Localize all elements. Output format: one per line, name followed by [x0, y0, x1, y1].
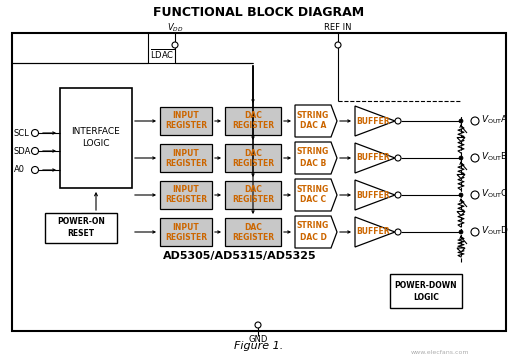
Circle shape: [471, 191, 479, 199]
Circle shape: [471, 228, 479, 236]
Text: BUFFER: BUFFER: [356, 117, 390, 126]
Bar: [225, 144, 281, 172]
Text: $V_{\rm OUT}$C: $V_{\rm OUT}$C: [481, 188, 509, 200]
Polygon shape: [295, 105, 337, 137]
Polygon shape: [457, 212, 465, 216]
Text: DAC: DAC: [244, 148, 262, 158]
Text: SDA: SDA: [14, 147, 31, 155]
Circle shape: [172, 42, 178, 48]
Polygon shape: [355, 143, 395, 173]
Text: REGISTER: REGISTER: [165, 159, 207, 167]
Text: www.elecfans.com: www.elecfans.com: [411, 351, 469, 355]
Circle shape: [471, 117, 479, 125]
Text: INPUT: INPUT: [173, 223, 199, 232]
Circle shape: [32, 167, 38, 174]
Bar: [225, 181, 281, 209]
Text: POWER-DOWN: POWER-DOWN: [394, 281, 457, 290]
Polygon shape: [457, 175, 465, 179]
Polygon shape: [295, 216, 337, 248]
Bar: [160, 107, 212, 135]
Text: DAC B: DAC B: [300, 159, 326, 167]
Polygon shape: [355, 180, 395, 210]
Text: GND: GND: [248, 335, 268, 344]
Text: REGISTER: REGISTER: [165, 122, 207, 131]
Circle shape: [459, 230, 463, 234]
Text: INPUT: INPUT: [173, 185, 199, 195]
Text: REGISTER: REGISTER: [232, 232, 274, 241]
Polygon shape: [457, 248, 465, 252]
Bar: [160, 181, 212, 209]
Text: REGISTER: REGISTER: [165, 196, 207, 204]
Text: BUFFER: BUFFER: [356, 228, 390, 237]
Text: INPUT: INPUT: [173, 148, 199, 158]
Text: $V_{\rm OUT}$A: $V_{\rm OUT}$A: [481, 114, 509, 126]
Text: STRING: STRING: [297, 184, 329, 193]
Circle shape: [395, 118, 401, 124]
Text: REGISTER: REGISTER: [232, 122, 274, 131]
Bar: [225, 218, 281, 246]
Circle shape: [395, 155, 401, 161]
Text: STRING: STRING: [297, 221, 329, 231]
Circle shape: [32, 130, 38, 136]
Text: SCL: SCL: [14, 129, 30, 138]
Bar: [225, 107, 281, 135]
Polygon shape: [295, 179, 337, 211]
Polygon shape: [355, 106, 395, 136]
Circle shape: [32, 147, 38, 155]
Text: INTERFACE: INTERFACE: [72, 127, 120, 136]
Text: DAC A: DAC A: [300, 122, 326, 131]
Text: REF IN: REF IN: [324, 24, 352, 33]
Text: $V_{\rm OUT}$B: $V_{\rm OUT}$B: [481, 151, 508, 163]
Bar: [45, 213, 117, 243]
Text: FUNCTIONAL BLOCK DIAGRAM: FUNCTIONAL BLOCK DIAGRAM: [154, 7, 364, 20]
Text: LOGIC: LOGIC: [413, 293, 439, 302]
Bar: [160, 218, 212, 246]
Text: DAC: DAC: [244, 185, 262, 195]
Text: DAC: DAC: [244, 111, 262, 121]
Bar: [60, 88, 132, 188]
Text: A0: A0: [14, 166, 25, 175]
Circle shape: [459, 156, 463, 160]
Text: DAC D: DAC D: [299, 232, 326, 241]
Text: POWER-ON: POWER-ON: [57, 217, 105, 227]
Text: REGISTER: REGISTER: [232, 196, 274, 204]
Bar: [12, 33, 506, 331]
Text: DAC C: DAC C: [300, 196, 326, 204]
Text: STRING: STRING: [297, 147, 329, 156]
Circle shape: [459, 193, 463, 197]
Text: $\overline{\rm LDAC}$: $\overline{\rm LDAC}$: [150, 47, 175, 61]
Bar: [160, 144, 212, 172]
Text: $V_{DD}$: $V_{DD}$: [167, 22, 183, 34]
Text: RESET: RESET: [67, 229, 94, 238]
Circle shape: [255, 322, 261, 328]
Circle shape: [335, 42, 341, 48]
Text: REGISTER: REGISTER: [165, 232, 207, 241]
Circle shape: [471, 154, 479, 162]
Text: LOGIC: LOGIC: [82, 139, 110, 148]
Polygon shape: [355, 217, 395, 247]
Text: BUFFER: BUFFER: [356, 191, 390, 200]
Circle shape: [395, 192, 401, 198]
Bar: [390, 274, 462, 308]
Text: AD5305/AD5315/AD5325: AD5305/AD5315/AD5325: [163, 251, 317, 261]
Text: BUFFER: BUFFER: [356, 154, 390, 163]
Circle shape: [459, 119, 463, 123]
Text: $V_{\rm OUT}$D: $V_{\rm OUT}$D: [481, 225, 509, 237]
Circle shape: [395, 229, 401, 235]
Text: DAC: DAC: [244, 223, 262, 232]
Text: STRING: STRING: [297, 110, 329, 119]
Polygon shape: [457, 138, 465, 142]
Text: INPUT: INPUT: [173, 111, 199, 121]
Polygon shape: [295, 142, 337, 174]
Text: REGISTER: REGISTER: [232, 159, 274, 167]
Text: Figure 1.: Figure 1.: [235, 341, 283, 351]
